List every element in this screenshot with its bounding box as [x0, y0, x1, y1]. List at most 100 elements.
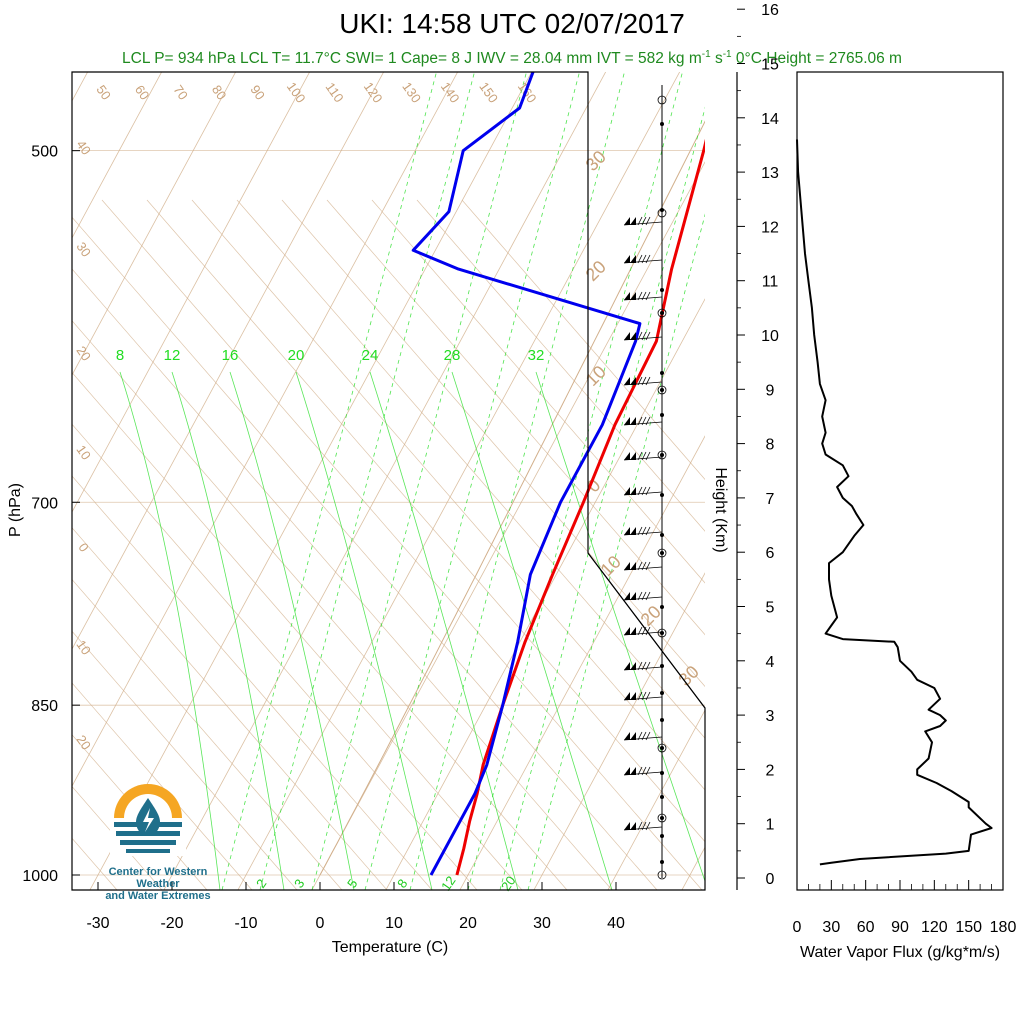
- saturated-adiabat-line: [295, 371, 433, 890]
- logo-icon: [110, 784, 186, 856]
- isotherm-label: 110: [323, 80, 347, 106]
- adiabat-label: 10: [582, 362, 610, 390]
- y-tick-label: 700: [31, 495, 58, 512]
- x-tick-label: 40: [607, 915, 625, 932]
- isotherm-line: [72, 72, 385, 650]
- calm-circle-icon: [657, 308, 667, 318]
- height-tick-label: 16: [761, 2, 779, 19]
- wind-barb-feather: [641, 591, 647, 601]
- isotherm-line: [311, 161, 705, 890]
- wind-barb-feather: [645, 331, 651, 341]
- height-tick-label: 4: [766, 654, 775, 671]
- calm-circle-icon: [657, 548, 667, 558]
- wind-barb-feather: [645, 591, 651, 601]
- wind-barb-feather: [637, 416, 643, 426]
- wind-level-dot: [660, 493, 664, 497]
- wind-level-dot: [660, 551, 664, 555]
- isotherm-label: 50: [93, 82, 114, 102]
- wind-barb-feather: [641, 331, 647, 341]
- isotherm-label: 0: [75, 540, 91, 555]
- wind-barb-feather: [641, 416, 647, 426]
- wind-barb-feather: [637, 821, 643, 831]
- wind-barb-feather: [637, 291, 643, 301]
- mixing-ratio-label: 12: [164, 347, 181, 364]
- height-tick-label: 2: [766, 762, 775, 779]
- mixing-ratio-line: [409, 72, 625, 890]
- calm-circle-icon: [657, 870, 667, 880]
- flux-profile: [796, 139, 993, 866]
- mixing-ratio-line: [364, 72, 580, 890]
- calm-circle-icon: [657, 628, 667, 638]
- zero-isotherm-curve: [319, 120, 705, 876]
- wind-level-dot: [660, 388, 664, 392]
- subtitle-end: 0°C Height = 2765.06 m: [731, 50, 902, 68]
- wind-level-dot: [660, 771, 664, 775]
- wind-level-dot: [660, 122, 664, 126]
- isotherm-line: [459, 435, 705, 890]
- isotherm-label: 70: [170, 82, 191, 102]
- wind-barb-feather: [641, 376, 647, 386]
- wind-barb-feather: [641, 691, 647, 701]
- calm-circle-icon: [657, 95, 667, 105]
- isotherm-line: [0, 0, 612, 926]
- wind-barb-flag: [630, 767, 636, 775]
- x-tick-label: -30: [86, 915, 109, 932]
- wind-level-dot: [660, 795, 664, 799]
- wind-barb-flag: [624, 377, 630, 385]
- wind-barb-feather: [645, 486, 651, 496]
- isotherm-line: [385, 298, 705, 890]
- height-tick-label: 1: [766, 817, 775, 834]
- isotherm-line: [72, 72, 459, 787]
- skewt-grid: [0, 0, 705, 926]
- wind-barb-flag: [630, 332, 636, 340]
- wind-barb-feather: [641, 821, 647, 831]
- mixing-ratio-line: [221, 72, 437, 890]
- y-tick-label: 1000: [22, 868, 58, 885]
- dry-adiabat-line: [0, 200, 27, 890]
- dry-adiabat-line: [236, 199, 705, 739]
- isotherm-label: 100: [284, 79, 309, 105]
- isotherm-line: [89, 72, 533, 890]
- height-tick-label: 6: [766, 545, 775, 562]
- wind-barb-feather: [641, 216, 647, 226]
- wind-level-dot: [660, 311, 664, 315]
- wind-level-dot: [660, 746, 664, 750]
- wind-barb-flag: [624, 217, 630, 225]
- wind-barb-flag: [630, 417, 636, 425]
- wind-barb-feather: [645, 731, 651, 741]
- x-axis-label: Temperature (C): [332, 939, 448, 956]
- isotherm-label: 30: [73, 239, 94, 259]
- x-tick-label: 30: [533, 915, 551, 932]
- dry-adiabat-line: [72, 371, 523, 890]
- wind-barb-feather: [645, 661, 651, 671]
- isotherm-label: 80: [209, 82, 230, 102]
- saturated-adiabat-line: [229, 371, 355, 890]
- mixing-ratio-label: 32: [528, 347, 545, 364]
- wind-barb-icon: [623, 451, 663, 461]
- mixing-ratio-line: [467, 72, 683, 890]
- wind-barb-icon: [623, 561, 663, 571]
- saturated-adiabat-line: [451, 371, 613, 890]
- dry-adiabat-line: [371, 199, 705, 584]
- height-tick-label: 0: [766, 871, 775, 888]
- skewt-plot-frame: [71, 71, 706, 891]
- mixing-ratio-line: [499, 106, 705, 890]
- wind-barb-flag: [630, 562, 636, 570]
- adiabat-label: 20: [582, 257, 610, 285]
- wind-barb-icon: [623, 291, 663, 301]
- height-tick-label: 14: [761, 111, 779, 128]
- mixing-ratio-bottom-label: 3: [291, 876, 307, 891]
- logo-caption: Center for Western Weather and Water Ext…: [88, 866, 228, 902]
- mixing-ratio-line: [259, 72, 475, 890]
- page-title: UKI: 14:58 UTC 02/07/2017: [339, 8, 685, 39]
- calm-circle-icon: [657, 813, 667, 823]
- flux-x-tick-label: 90: [891, 919, 909, 936]
- y-tick-label: 850: [31, 698, 58, 715]
- wind-level-dot: [660, 631, 664, 635]
- wind-barb-flag: [624, 255, 630, 263]
- dry-adiabat-line: [101, 199, 703, 890]
- wind-barb-flag: [630, 732, 636, 740]
- isotherm-label: 10: [73, 637, 94, 657]
- subtitle-mid: s: [710, 50, 723, 68]
- dry-adiabat-line: [72, 734, 208, 890]
